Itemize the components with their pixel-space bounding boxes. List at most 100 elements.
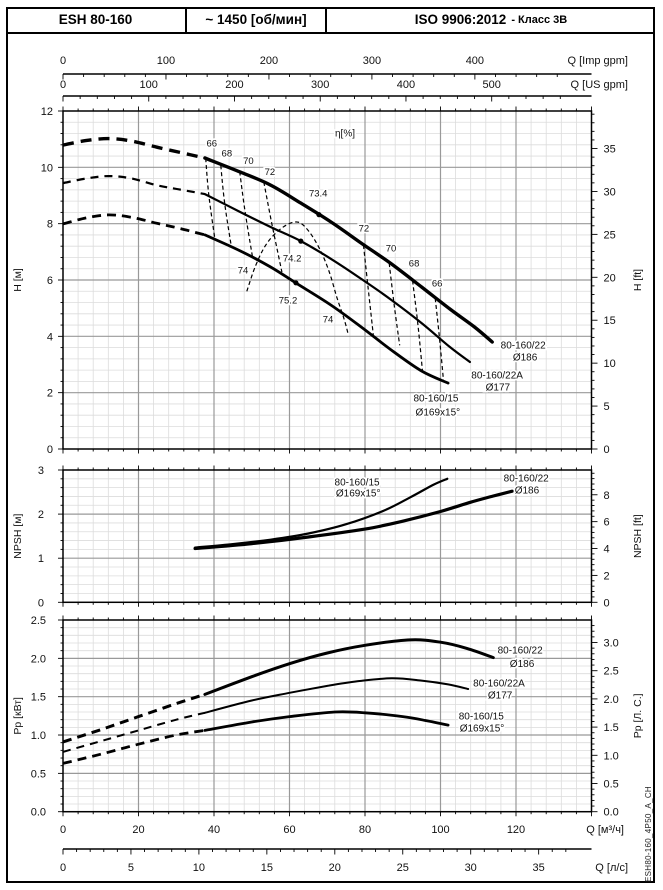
x-tick: 5 bbox=[128, 862, 134, 874]
iso-efficiency-line bbox=[205, 158, 216, 239]
y-tick-right: 4 bbox=[604, 544, 610, 556]
y-tick-left: 8 bbox=[47, 219, 53, 231]
ls-axis: 0 5 10 15 20 25 30 35 Q [л/с] bbox=[60, 848, 630, 876]
y-axis-label-right: H [ft] bbox=[632, 269, 644, 291]
x-tick: 25 bbox=[397, 862, 409, 874]
efficiency-label: 68 bbox=[409, 259, 420, 270]
y-tick-left: 4 bbox=[47, 331, 53, 343]
y-tick-right: 0.0 bbox=[604, 807, 619, 819]
x-tick: 30 bbox=[465, 862, 477, 874]
curve-label: Ø169x15° bbox=[460, 724, 505, 735]
x-tick: 0 bbox=[60, 862, 66, 874]
curve-80-160-22a-177 bbox=[203, 193, 471, 364]
curve-label: Ø177 bbox=[488, 691, 513, 702]
curve-80-160-22-186 bbox=[193, 489, 514, 551]
efficiency-label: 72 bbox=[359, 223, 370, 234]
curve-80-160-15-169x15--dashed bbox=[62, 729, 206, 765]
y-tick-left: 12 bbox=[41, 106, 53, 118]
y-tick-left: 0.0 bbox=[31, 807, 46, 819]
curve-label: 80-160/22 bbox=[504, 473, 549, 484]
efficiency-label: 74 bbox=[238, 266, 249, 277]
m3h-axis: 0 20 40 60 80 100 120 Q [м³/ч] bbox=[60, 822, 626, 838]
page-border bbox=[6, 7, 655, 883]
plot-border bbox=[62, 469, 593, 604]
curve-label: 80-160/15 bbox=[335, 477, 380, 488]
y-tick-right: 3.0 bbox=[604, 638, 619, 650]
y-tick-right: 0 bbox=[604, 597, 610, 609]
x-tick: 100 bbox=[140, 79, 158, 91]
x-tick: 10 bbox=[193, 862, 205, 874]
y-axis-label-right: Pp [Л. С.] bbox=[632, 693, 644, 738]
y-tick-right: 0 bbox=[604, 444, 610, 456]
curve-label: 80-160/15 bbox=[459, 711, 504, 722]
best-efficiency-point bbox=[298, 238, 304, 244]
pump-model: ESH 80-160 bbox=[6, 7, 187, 32]
x-axis-title: Q [м³/ч] bbox=[586, 824, 624, 836]
x-tick: 20 bbox=[132, 824, 144, 836]
best-efficiency-point bbox=[316, 212, 322, 218]
efficiency-label: 70 bbox=[243, 156, 254, 167]
y-tick-right: 1.0 bbox=[604, 750, 619, 762]
y-tick-right: 20 bbox=[604, 272, 616, 284]
us-gpm-axis: 0 100 200 300 400 500 Q [US gpm] bbox=[60, 77, 630, 102]
curve-80-160-15-169x15- bbox=[203, 233, 450, 385]
imp-gpm-axis: 0 100 200 300 400 Q [Imp gpm] bbox=[60, 53, 630, 80]
iso-efficiency-line bbox=[239, 171, 254, 258]
x-tick: 120 bbox=[507, 824, 525, 836]
y-tick-left: 0 bbox=[38, 597, 44, 609]
curve-80-160-22-186-dashed bbox=[62, 692, 206, 744]
curve-label: Ø177 bbox=[486, 383, 511, 394]
curve-80-160-22-186 bbox=[203, 638, 495, 696]
y-tick-right: 2 bbox=[604, 570, 610, 582]
efficiency-contour-74 bbox=[246, 221, 349, 334]
curve-label: 80-160/22A bbox=[473, 678, 525, 689]
efficiency-label: 74 bbox=[323, 314, 334, 325]
curve-80-160-22a-177-dashed bbox=[62, 711, 206, 753]
x-axis-title: Q [Imp gpm] bbox=[567, 55, 628, 67]
y-tick-left: 0.5 bbox=[31, 768, 46, 780]
curve-label: Ø186 bbox=[510, 659, 535, 670]
iso-efficiency-line bbox=[388, 263, 401, 346]
y-tick-right: 2.0 bbox=[604, 694, 619, 706]
iso-standard-code: ISO 9906:2012 bbox=[414, 12, 507, 27]
y-tick-left: 2 bbox=[47, 388, 53, 400]
curve-80-160-22-186-dashed bbox=[62, 136, 206, 160]
eta-percent-label: η[%] bbox=[335, 128, 355, 139]
curve-label: Ø169x15° bbox=[416, 408, 461, 419]
x-tick: 200 bbox=[225, 79, 243, 91]
x-tick: 15 bbox=[261, 862, 273, 874]
efficiency-label: 66 bbox=[206, 139, 217, 150]
x-tick: 80 bbox=[359, 824, 371, 836]
x-tick: 500 bbox=[483, 79, 501, 91]
y-axis-label-left: H [м] bbox=[12, 268, 24, 292]
y-tick-left: 10 bbox=[41, 162, 53, 174]
document-id: ESH80-160_4P50_A_CH bbox=[644, 786, 653, 882]
x-tick: 0 bbox=[60, 55, 66, 67]
y-tick-right: 1.5 bbox=[604, 722, 619, 734]
iso-standard-class: - Класс 3В bbox=[511, 13, 568, 26]
y-tick-right: 10 bbox=[604, 358, 616, 370]
efficiency-label: 66 bbox=[432, 279, 443, 290]
curve-80-160-15-169x15- bbox=[194, 477, 449, 549]
x-axis-title: Q [US gpm] bbox=[571, 79, 628, 91]
x-tick: 20 bbox=[329, 862, 341, 874]
iso-standard: ISO 9906:2012 - Класс 3В bbox=[327, 7, 655, 32]
y-tick-left: 1.5 bbox=[31, 692, 46, 704]
iso-efficiency-line bbox=[220, 165, 232, 247]
iso-efficiency-line bbox=[362, 245, 374, 335]
x-tick: 400 bbox=[466, 55, 484, 67]
y-axis-label-right: NPSH [ft] bbox=[632, 514, 644, 558]
best-efficiency-point bbox=[293, 280, 299, 286]
curve-80-160-22-186 bbox=[203, 156, 494, 344]
curve-80-160-15-169x15- bbox=[203, 710, 450, 732]
y-tick-left: 6 bbox=[47, 275, 53, 287]
iso-efficiency-line bbox=[412, 280, 423, 371]
efficiency-label: 74.2 bbox=[283, 254, 302, 265]
y-tick-right: 5 bbox=[604, 401, 610, 413]
y-tick-left: 2.0 bbox=[31, 653, 46, 665]
y-tick-left: 1.0 bbox=[31, 730, 46, 742]
y-tick-right: 8 bbox=[604, 490, 610, 502]
y-tick-right: 35 bbox=[604, 144, 616, 156]
